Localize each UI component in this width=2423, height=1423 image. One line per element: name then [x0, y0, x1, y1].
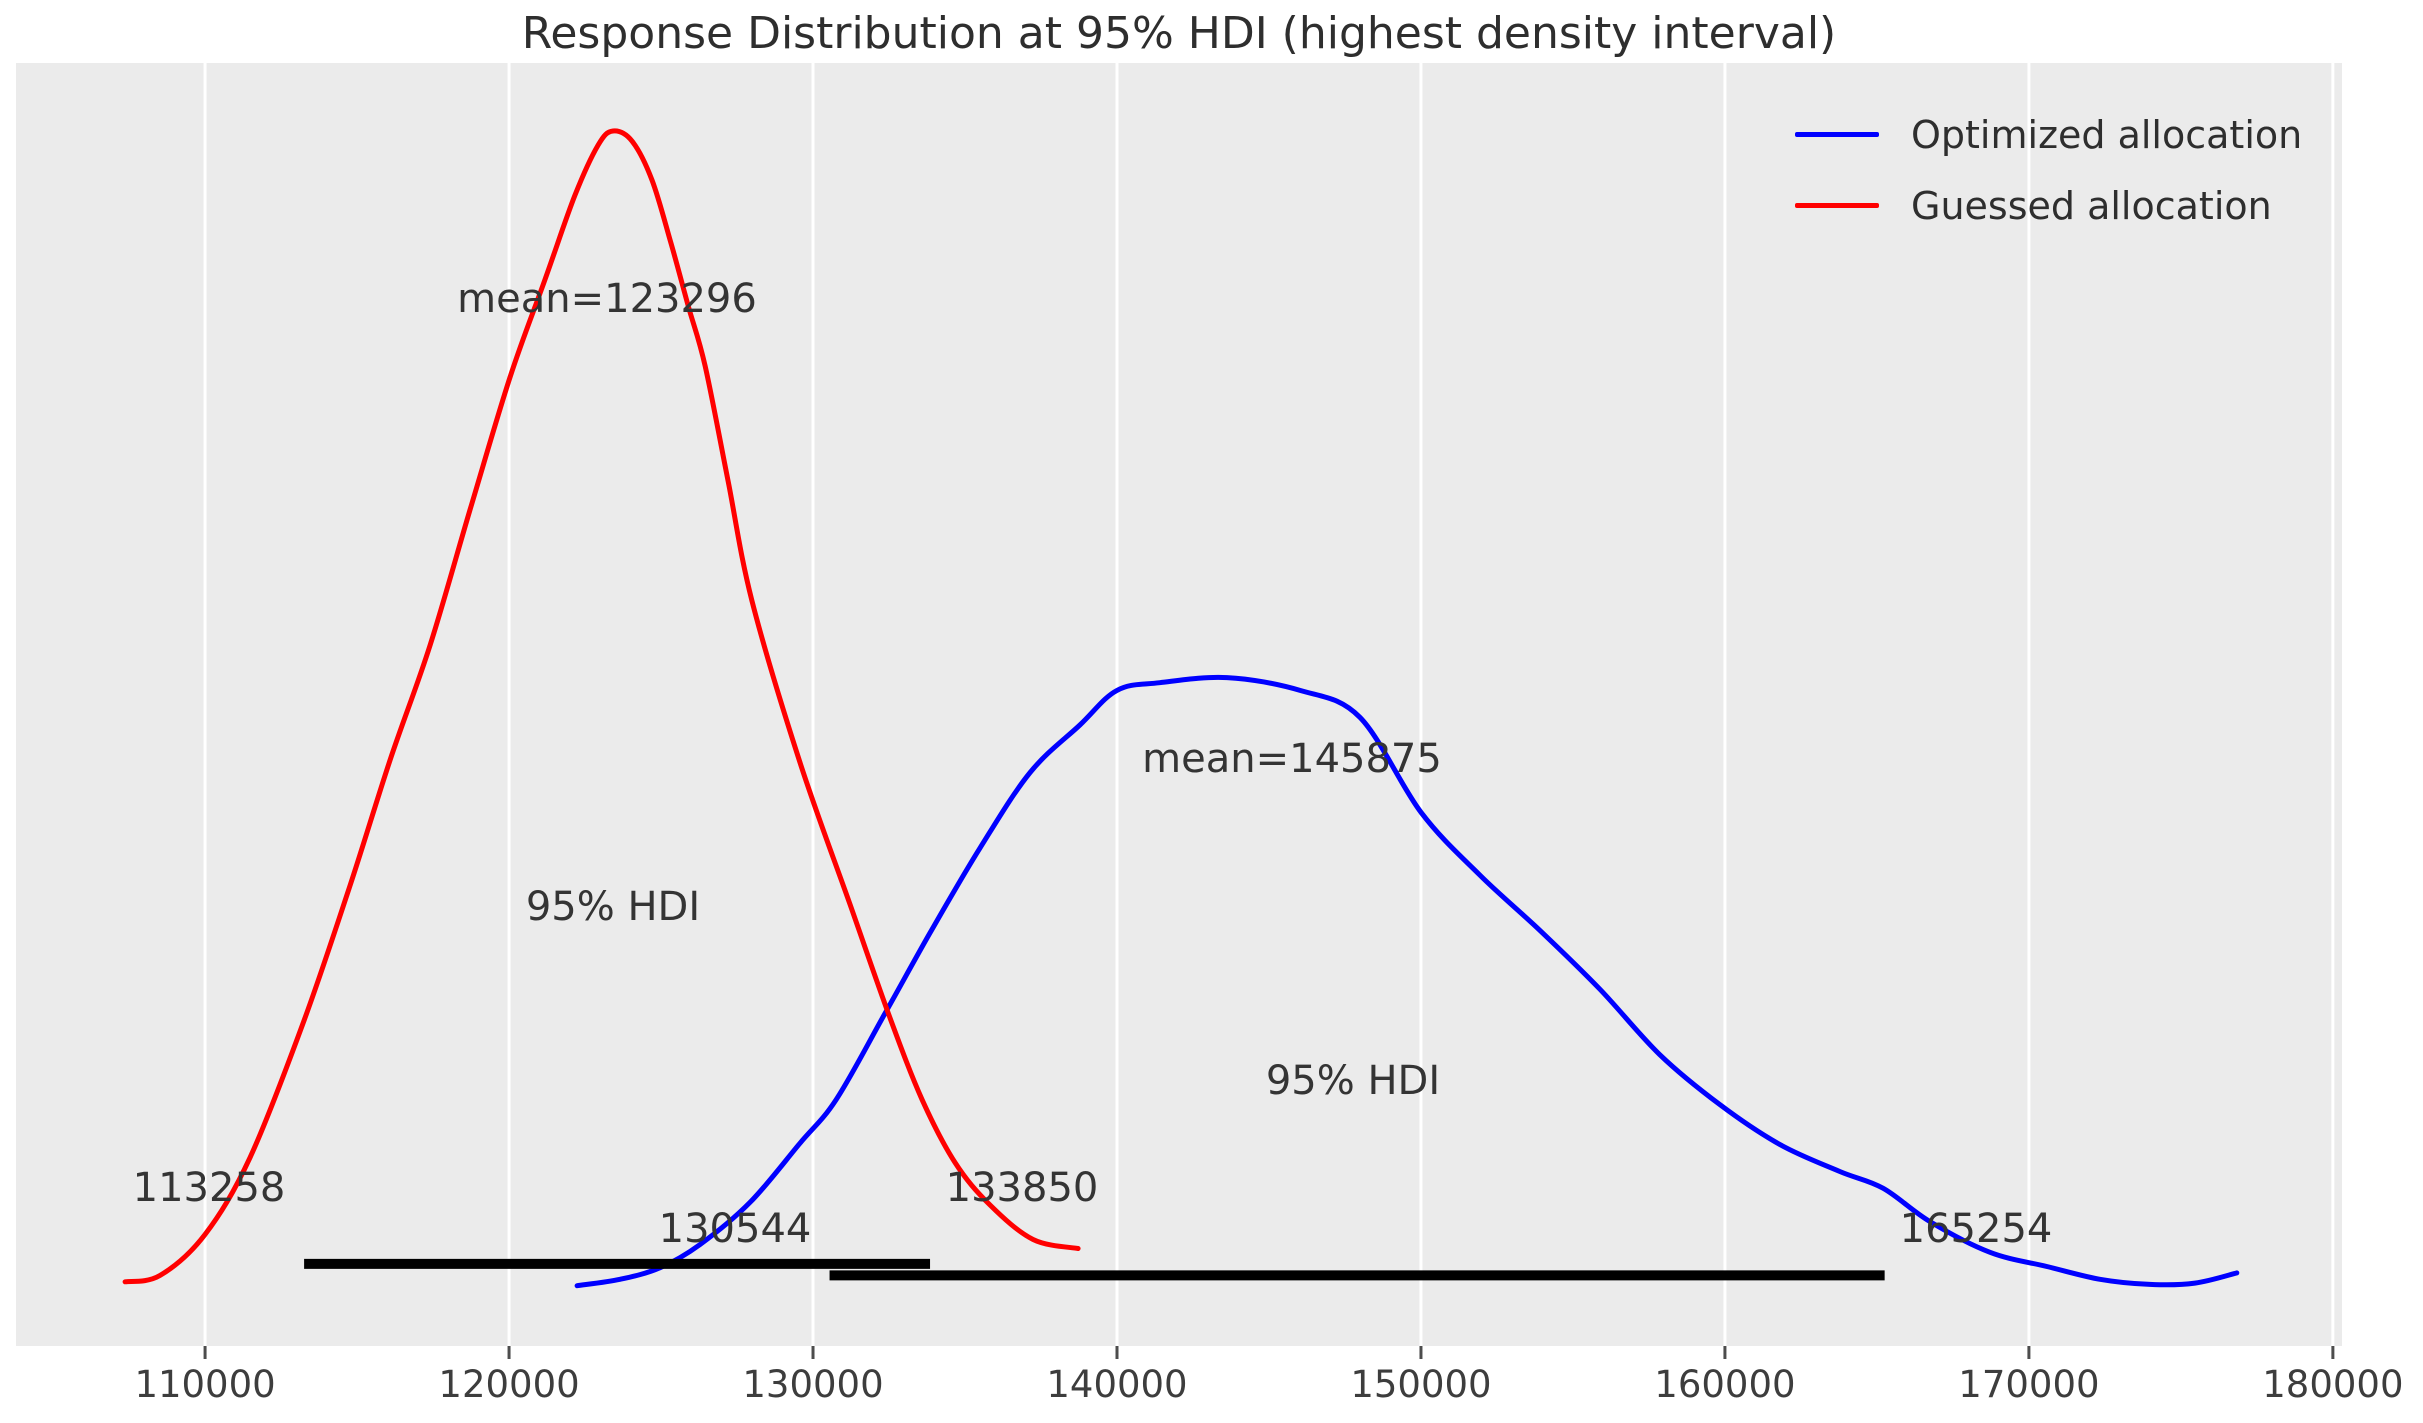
kde-curve-optimized	[574, 674, 2240, 1289]
legend-item-guessed: Guessed allocation	[1795, 170, 2302, 241]
legend-label-optimized: Optimized allocation	[1911, 112, 2303, 157]
kde-curve-guessed	[122, 128, 1081, 1285]
x-tick-label-170000: 170000	[1958, 1363, 2100, 1406]
plot-area	[16, 63, 2342, 1346]
x-tick-label-140000: 140000	[1046, 1363, 1188, 1406]
legend-line-guessed-icon	[1795, 203, 1879, 208]
x-tick-label-160000: 160000	[1654, 1363, 1796, 1406]
legend-line-optimized-icon	[1795, 132, 1879, 137]
legend-label-guessed: Guessed allocation	[1911, 183, 2272, 228]
legend-item-optimized: Optimized allocation	[1795, 99, 2302, 170]
x-tick-label-120000: 120000	[438, 1363, 580, 1406]
x-tick-label-130000: 130000	[742, 1363, 884, 1406]
legend: Optimized allocation Guessed allocation	[1795, 99, 2302, 241]
x-tick-label-150000: 150000	[1350, 1363, 1492, 1406]
chart-title: Response Distribution at 95% HDI (highes…	[521, 8, 1837, 59]
x-tick-label-180000: 180000	[2262, 1363, 2404, 1406]
x-tick-label-110000: 110000	[134, 1363, 276, 1406]
